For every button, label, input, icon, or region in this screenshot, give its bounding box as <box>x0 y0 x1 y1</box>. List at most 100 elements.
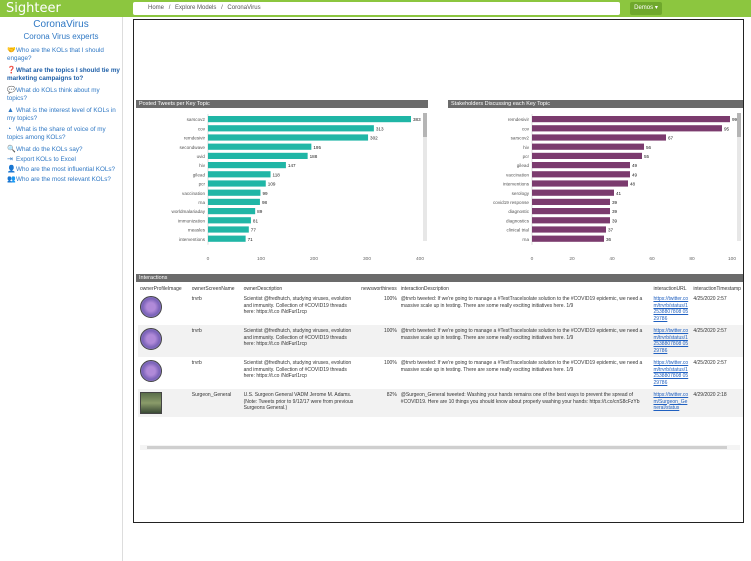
category-label: worldmalariaday <box>172 209 206 214</box>
category-label: cov <box>198 126 206 131</box>
x-tick-label: 100 <box>257 256 265 262</box>
bar[interactable] <box>208 162 286 169</box>
stakeholders-chart-panel: Stakeholders Discussing each Key Topic r… <box>448 100 743 268</box>
data-label: 48 <box>630 182 636 187</box>
bar[interactable] <box>532 162 630 169</box>
bar[interactable] <box>208 189 261 196</box>
bar[interactable] <box>208 226 249 233</box>
bar[interactable] <box>532 143 644 150</box>
data-label: 55 <box>644 154 650 159</box>
newsworthiness-cell: 100% <box>384 360 397 366</box>
column-header[interactable]: newsworthiness <box>361 285 397 292</box>
demos-button[interactable]: Demos ▾ <box>630 2 662 15</box>
bar[interactable] <box>532 189 614 196</box>
bar[interactable] <box>208 217 251 224</box>
bar[interactable] <box>208 208 256 215</box>
scroll-thumb[interactable] <box>147 446 727 449</box>
bar[interactable] <box>532 116 730 123</box>
category-label: rna <box>522 237 529 242</box>
data-label: 98 <box>262 200 268 205</box>
breadcrumb-explore-models[interactable]: Explore Models <box>175 5 217 11</box>
table-row[interactable]: trvrb Scientist @fredhutch, studying viru… <box>138 293 743 325</box>
interaction-url-cell: https://twitter.com/trvrb/status/1253880… <box>651 293 691 325</box>
sidebar-item-label: What do KOLs think about my topics? <box>7 87 100 102</box>
brand-logo[interactable]: Sighteer <box>6 1 61 16</box>
interactions-table: ownerProfileImage ownerScreenName ownerD… <box>138 284 743 417</box>
bar[interactable] <box>208 134 369 141</box>
screen-name-cell: Surgeon_General <box>189 389 242 417</box>
speech-bubble-icon: 💬 <box>7 87 16 94</box>
breadcrumb: Home / Explore Models / CoronaVirus <box>133 2 620 15</box>
category-label: sarscov2 <box>187 117 206 122</box>
sidebar-item-label: Export KOLs to Excel <box>16 156 76 163</box>
scroll-thumb[interactable] <box>423 113 427 137</box>
stakeholders-chart-scrollbar[interactable] <box>737 113 741 241</box>
interaction-url-link[interactable]: https://twitter.com/trvrb/status/1253880… <box>653 360 689 386</box>
interaction-url-link[interactable]: https://twitter.com/Surgeon_General/stat… <box>653 392 689 411</box>
column-header[interactable]: ownerDescription <box>243 285 283 292</box>
category-label: hiv <box>199 163 206 168</box>
table-row[interactable]: trvrb Scientist @fredhutch, studying viru… <box>138 325 743 357</box>
tweets-chart-title: Posted Tweets per Key Topic <box>136 100 428 108</box>
bar[interactable] <box>208 125 374 132</box>
bar[interactable] <box>208 143 312 150</box>
top-bar: Sighteer Home / Explore Models / CoronaV… <box>0 0 751 17</box>
table-row[interactable]: Surgeon_General U.S. Surgeon General VADM… <box>138 389 743 417</box>
sidebar-item-share-of-voice[interactable]: ◔ What is the share of voice of my topics… <box>7 126 120 142</box>
column-header[interactable]: interactionDescription <box>400 285 449 292</box>
column-header[interactable]: ownerProfileImage <box>140 285 182 292</box>
bar[interactable] <box>532 235 604 242</box>
bar[interactable] <box>208 198 260 205</box>
sidebar-item-kols-think[interactable]: 💬What do KOLs think about my topics? <box>7 87 120 103</box>
tweets-chart: sarscov2 383 cov 313 remdesivir 302 secondwave… <box>172 114 424 262</box>
sidebar-item-topics-campaigns[interactable]: ❓What are the topics I should tie my mar… <box>7 67 120 83</box>
profile-image-cell <box>138 357 190 389</box>
bar[interactable] <box>532 208 610 215</box>
screen-name-cell: trvrb <box>189 325 242 357</box>
export-icon: ⇥ <box>7 156 13 163</box>
bar[interactable] <box>532 125 722 132</box>
column-header[interactable]: ownerScreenName <box>191 285 235 292</box>
people-icon: 👥 <box>7 176 16 183</box>
sidebar-item-label: Who are the KOLs that I should engage? <box>7 47 104 62</box>
category-label: gilead <box>517 163 530 168</box>
bar[interactable] <box>532 180 628 187</box>
sidebar-item-export[interactable]: ⇥ Export KOLs to Excel <box>7 156 120 164</box>
bar[interactable] <box>208 116 411 123</box>
data-label: 195 <box>313 145 321 150</box>
sidebar-item-kols-engage[interactable]: 🤝Who are the KOLs that I should engage? <box>7 47 120 63</box>
x-tick-label: 60 <box>649 256 655 262</box>
column-header[interactable]: interactionTimestamp <box>693 285 741 292</box>
tweets-chart-scrollbar[interactable] <box>423 113 427 241</box>
interactions-h-scrollbar[interactable] <box>140 445 740 450</box>
bar[interactable] <box>208 235 246 242</box>
data-label: 99 <box>732 117 738 122</box>
handshake-icon: 🤝 <box>7 47 16 54</box>
area-chart-icon: ▲ <box>7 107 14 114</box>
breadcrumb-home[interactable]: Home <box>148 5 165 11</box>
bar[interactable] <box>208 180 266 187</box>
category-label: secondwave <box>179 145 205 150</box>
interaction-url-link[interactable]: https://twitter.com/trvrb/status/1253880… <box>653 296 689 322</box>
scroll-thumb[interactable] <box>737 113 741 137</box>
sidebar-item-influential[interactable]: 👤Who are the most influential KOLs? <box>7 166 120 174</box>
sidebar-item-label: What are the topics I should tie my mark… <box>7 67 120 82</box>
bar[interactable] <box>532 217 610 224</box>
sidebar-item-relevant[interactable]: 👥Who are the most relevant KOLs? <box>7 176 120 184</box>
bar[interactable] <box>532 134 666 141</box>
sidebar-item-interest-level[interactable]: ▲ What is the interest level of KOLs in m… <box>7 107 120 123</box>
table-row[interactable]: trvrb Scientist @fredhutch, studying viru… <box>138 357 743 389</box>
x-tick-label: 400 <box>416 256 424 262</box>
bar[interactable] <box>532 226 606 233</box>
column-header[interactable]: interactionURL <box>653 285 687 292</box>
bar[interactable] <box>532 152 642 159</box>
bar[interactable] <box>208 152 308 159</box>
data-label: 36 <box>606 237 612 242</box>
data-label: 302 <box>370 136 378 141</box>
bar[interactable] <box>532 171 630 178</box>
bar[interactable] <box>208 171 271 178</box>
category-label: covid19 response <box>493 200 529 205</box>
interaction-url-link[interactable]: https://twitter.com/trvrb/status/1253880… <box>653 328 689 354</box>
bar[interactable] <box>532 198 610 205</box>
sidebar-item-kols-say[interactable]: 🔍What do the KOLs say? <box>7 146 120 154</box>
